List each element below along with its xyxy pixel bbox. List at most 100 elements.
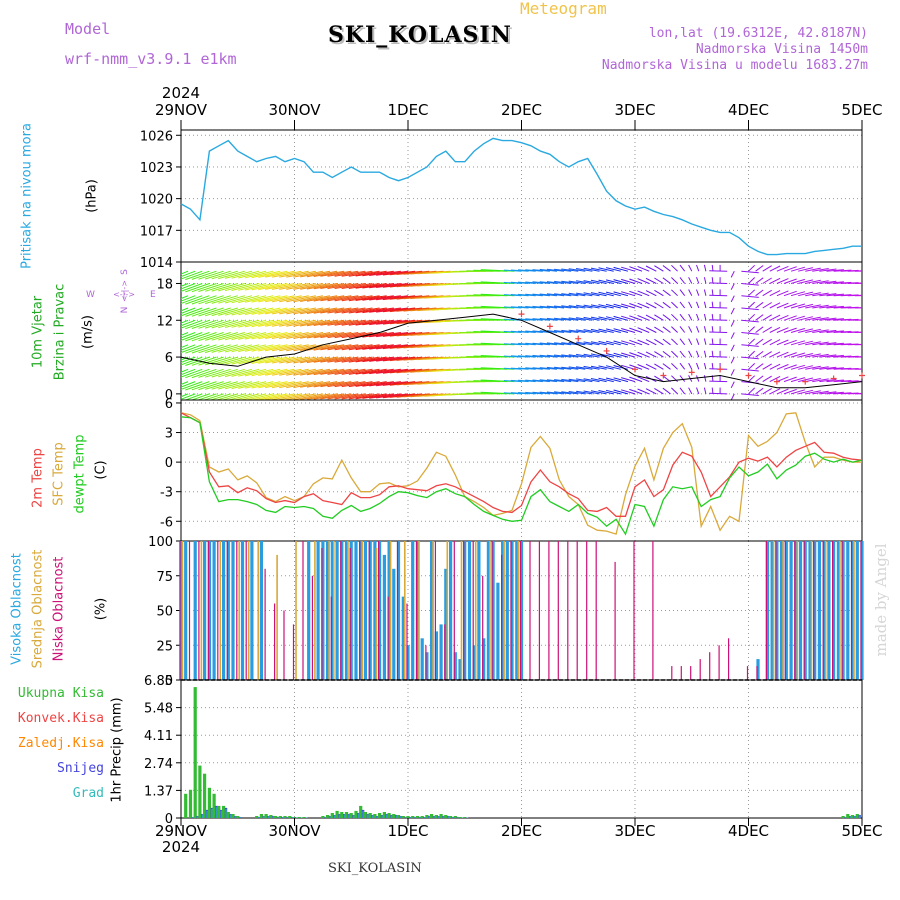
- wind-barb: [265, 356, 295, 364]
- high-cloud-bar: [501, 541, 505, 680]
- wind-barb: [769, 314, 781, 321]
- wind-barb: [313, 270, 345, 277]
- wind-barb: [525, 281, 543, 284]
- total-precip-bar: [207, 787, 211, 818]
- wind-barb: [769, 265, 781, 272]
- wind-barb: [598, 377, 614, 383]
- wind-barb: [181, 344, 189, 349]
- wind-barb: [355, 381, 387, 387]
- mid-cloud-bar: [314, 541, 316, 680]
- wind-barb: [258, 356, 288, 364]
- mid-cloud-bar: [517, 541, 520, 680]
- total-precip-bar: [463, 817, 467, 818]
- wind-barb: [218, 307, 245, 316]
- wind-barb: [181, 368, 189, 373]
- wind-barb: [306, 344, 338, 351]
- wind-barb: [181, 356, 196, 364]
- top-axis-tick-label: 2DEC: [501, 101, 542, 119]
- y-tick-label: 6: [165, 351, 173, 366]
- wind-gust-marker: [802, 378, 809, 385]
- mid-cloud-bar: [489, 541, 491, 680]
- wind-barb: [769, 388, 781, 395]
- wind-barb: [224, 344, 253, 353]
- wind-barb: [362, 283, 394, 289]
- total-precip-bar: [255, 816, 259, 818]
- high-cloud-bar: [860, 541, 864, 680]
- total-precip-bar: [368, 813, 372, 818]
- wind-barb: [613, 340, 629, 346]
- wind-barb: [741, 307, 759, 311]
- low-cloud-bar: [425, 645, 427, 681]
- wind-barb: [783, 290, 797, 297]
- wind-barb: [598, 316, 614, 321]
- low-cloud-bar: [822, 541, 824, 680]
- wind-barb: [293, 368, 323, 376]
- wind-barb: [369, 344, 401, 350]
- wind-barb: [769, 375, 781, 383]
- high-cloud-bar: [415, 541, 420, 680]
- wind-barb: [576, 329, 593, 333]
- wind-barb: [238, 319, 267, 328]
- wind-barb: [376, 283, 409, 288]
- total-precip-bar: [198, 765, 202, 818]
- wind-barb: [389, 319, 423, 325]
- wind-barb: [348, 270, 380, 277]
- wind-barb: [286, 307, 316, 315]
- wind-barb: [181, 393, 189, 398]
- total-precip-bar: [378, 813, 382, 818]
- total-precip-bar: [855, 814, 859, 818]
- wind-barb: [826, 269, 844, 272]
- wind-barb: [590, 341, 607, 346]
- wind-barb: [688, 387, 693, 395]
- wind-barb: [703, 289, 707, 296]
- wind-barb: [539, 305, 558, 309]
- wind-barb: [711, 326, 714, 333]
- wind-barb: [637, 364, 650, 370]
- wind-barb: [554, 379, 572, 383]
- wind-gust-marker: [745, 372, 752, 379]
- wind-barb: [546, 379, 565, 383]
- wind-barb: [654, 375, 664, 383]
- wind-barb: [748, 313, 756, 321]
- wind-barb: [300, 295, 331, 302]
- wind-barb: [819, 366, 837, 370]
- wind-barb: [251, 295, 281, 303]
- wind-barb: [525, 330, 543, 333]
- wind-barb: [629, 352, 643, 358]
- wind-barb: [748, 301, 756, 309]
- wind-barb: [341, 270, 373, 277]
- wind-barb: [244, 319, 274, 328]
- top-axis-tick-label: 5DEC: [841, 101, 882, 119]
- wind-barb: [362, 393, 394, 399]
- wind-barb: [185, 307, 210, 317]
- wind-barb: [518, 318, 536, 321]
- wind-barb: [769, 290, 781, 297]
- wind-barb: [211, 283, 238, 292]
- wind-barb: [258, 307, 288, 315]
- wind-barb: [396, 295, 430, 300]
- wind-barb: [181, 381, 203, 390]
- wind-barb: [198, 332, 224, 342]
- wind-barb: [362, 270, 394, 277]
- wind-barb: [211, 344, 238, 353]
- wind-barb: [776, 376, 789, 383]
- wind-barb: [191, 381, 217, 391]
- wind-barb: [376, 307, 409, 313]
- wind-barb: [645, 265, 657, 272]
- wind-barb: [748, 289, 756, 297]
- wind-barb: [583, 280, 600, 284]
- wind-barb: [376, 356, 409, 362]
- wind-barb: [654, 289, 664, 297]
- wind-barb: [605, 365, 621, 370]
- low-cloud-bar: [264, 568, 266, 680]
- pressure-line: [180, 137, 862, 256]
- high-cloud-bar: [827, 541, 831, 680]
- wind-barb: [688, 350, 693, 358]
- wind-barb: [191, 368, 217, 379]
- wind-barb: [185, 344, 210, 354]
- wind-barb: [480, 355, 515, 358]
- high-cloud-bar: [326, 541, 330, 680]
- high-cloud-bar: [411, 541, 415, 680]
- wind-barb: [190, 393, 210, 400]
- wind-barb: [221, 393, 245, 400]
